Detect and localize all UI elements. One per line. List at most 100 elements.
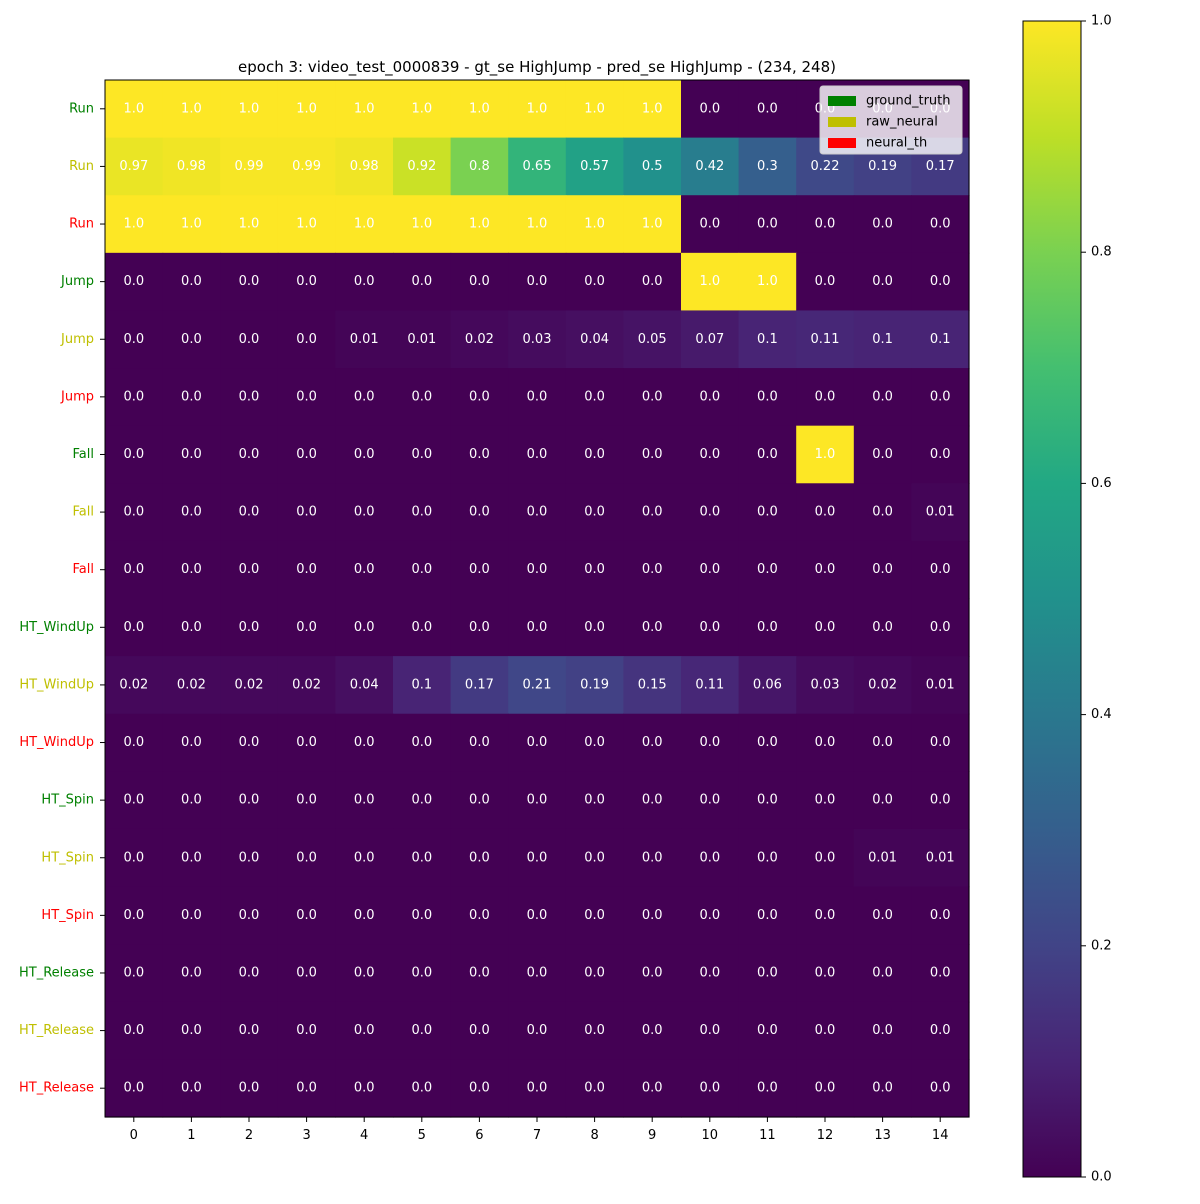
- heatmap-cell: [277, 598, 336, 657]
- cell-value-label: 0.0: [699, 562, 720, 577]
- cell-value-label: 0.0: [872, 505, 893, 520]
- y-tick-label: HT_Release: [19, 965, 94, 980]
- cell-value-label: 0.0: [757, 217, 778, 232]
- y-tick-label: HT_Release: [19, 1081, 94, 1096]
- heatmap-cell: [105, 195, 164, 254]
- heatmap-cell: [508, 137, 567, 196]
- cell-value-label: 0.0: [527, 1081, 548, 1096]
- heatmap-cell: [450, 483, 509, 542]
- heatmap-cell: [681, 80, 740, 139]
- heatmap-cell: [393, 368, 452, 427]
- cell-value-label: 0.0: [872, 562, 893, 577]
- heatmap-cell: [450, 598, 509, 657]
- cell-value-label: 0.0: [354, 793, 375, 808]
- x-tick-label: 3: [302, 1128, 310, 1143]
- y-axis: Run Run Run Jump Jump Jump Fall Fall Fall HT_Wind…: [19, 101, 105, 1096]
- heatmap-cell: [738, 1001, 797, 1060]
- cell-value-label: 0.0: [527, 274, 548, 289]
- cell-value-label: 0.0: [872, 793, 893, 808]
- cell-value-label: 0.04: [580, 332, 609, 347]
- cell-value-label: 0.0: [296, 274, 317, 289]
- y-tick-label: Jump: [60, 274, 94, 289]
- cell-value-label: 0.0: [872, 217, 893, 232]
- cell-value-label: 0.0: [757, 1081, 778, 1096]
- cell-value-label: 0.0: [469, 850, 490, 865]
- cell-value-label: 0.0: [815, 562, 836, 577]
- cell-value-label: 0.0: [815, 793, 836, 808]
- cell-value-label: 0.0: [239, 620, 260, 635]
- cell-value-label: 0.0: [354, 850, 375, 865]
- cell-value-label: 0.0: [354, 908, 375, 923]
- heatmap-cell: [681, 137, 740, 196]
- heatmap-cell: [105, 886, 164, 945]
- heatmap-cell: [450, 828, 509, 888]
- heatmap-cell: [738, 1059, 797, 1118]
- x-tick-label: 2: [245, 1128, 253, 1143]
- heatmap-cell: [335, 368, 394, 427]
- heatmap-cell: [393, 886, 452, 945]
- heatmap-cell: [277, 771, 336, 830]
- heatmap-cell: [162, 1059, 221, 1118]
- heatmap-cell: [738, 310, 797, 369]
- x-tick-label: 10: [702, 1128, 719, 1143]
- heatmap-cells: [105, 80, 970, 1118]
- heatmap-cell: [565, 540, 624, 600]
- heatmap-cell: [277, 944, 336, 1003]
- heatmap-cell: [681, 425, 740, 484]
- cell-value-label: 0.0: [584, 908, 605, 923]
- heatmap-cell: [335, 771, 394, 830]
- cell-value-label: 0.0: [239, 447, 260, 462]
- heatmap-cell: [911, 656, 970, 715]
- heatmap-cell: [681, 771, 740, 830]
- cell-value-label: 0.19: [580, 677, 609, 692]
- cell-value-label: 0.0: [872, 965, 893, 980]
- heatmap-cell: [508, 540, 567, 600]
- cell-value-label: 0.0: [123, 620, 144, 635]
- heatmap-cell: [738, 252, 797, 312]
- cell-value-label: 0.0: [469, 447, 490, 462]
- heatmap-cell: [277, 1001, 336, 1060]
- heatmap-cell: [911, 483, 970, 542]
- heatmap-cell: [393, 944, 452, 1003]
- heatmap-cell: [623, 1059, 682, 1118]
- cell-value-label: 0.0: [527, 505, 548, 520]
- heatmap-cell: [853, 195, 912, 254]
- heatmap-cell: [796, 713, 855, 772]
- cell-value-label: 0.98: [177, 159, 206, 174]
- cell-value-label: 0.0: [699, 505, 720, 520]
- cell-value-label: 0.0: [930, 620, 951, 635]
- cell-value-label: 0.98: [350, 159, 379, 174]
- heatmap-cell: [623, 944, 682, 1003]
- heatmap-cell: [393, 195, 452, 254]
- heatmap-cell: [335, 1059, 394, 1118]
- cell-value-label: 0.0: [181, 447, 202, 462]
- cell-value-label: 0.92: [407, 159, 436, 174]
- heatmap-cell: [738, 137, 797, 196]
- heatmap-cell: [277, 713, 336, 772]
- x-tick-label: 0: [130, 1128, 138, 1143]
- heatmap-cell: [162, 483, 221, 542]
- heatmap-cell: [393, 656, 452, 715]
- y-tick-label: Fall: [73, 562, 94, 577]
- cell-value-label: 0.0: [181, 908, 202, 923]
- cell-value-label: 0.0: [815, 965, 836, 980]
- cell-value-label: 0.0: [642, 447, 663, 462]
- heatmap-cell: [335, 483, 394, 542]
- cell-value-label: 0.21: [523, 677, 552, 692]
- x-tick-label: 4: [360, 1128, 368, 1143]
- cell-value-label: 0.0: [239, 274, 260, 289]
- heatmap-cell: [220, 828, 279, 888]
- heatmap-cell: [220, 137, 279, 196]
- heatmap-cell: [911, 828, 970, 888]
- heatmap-cell: [853, 886, 912, 945]
- heatmap-cell: [450, 1059, 509, 1118]
- heatmap-cell: [393, 1001, 452, 1060]
- heatmap-cell: [450, 195, 509, 254]
- heatmap-cell: [623, 310, 682, 369]
- heatmap-cell: [796, 195, 855, 254]
- heatmap-cell: [393, 598, 452, 657]
- cell-value-label: 0.0: [527, 389, 548, 404]
- heatmap-cell: [508, 713, 567, 772]
- cell-value-label: 0.0: [930, 389, 951, 404]
